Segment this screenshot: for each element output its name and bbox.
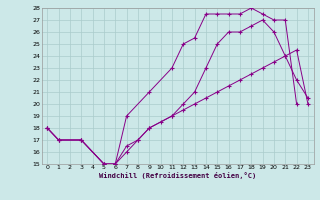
X-axis label: Windchill (Refroidissement éolien,°C): Windchill (Refroidissement éolien,°C) — [99, 172, 256, 179]
